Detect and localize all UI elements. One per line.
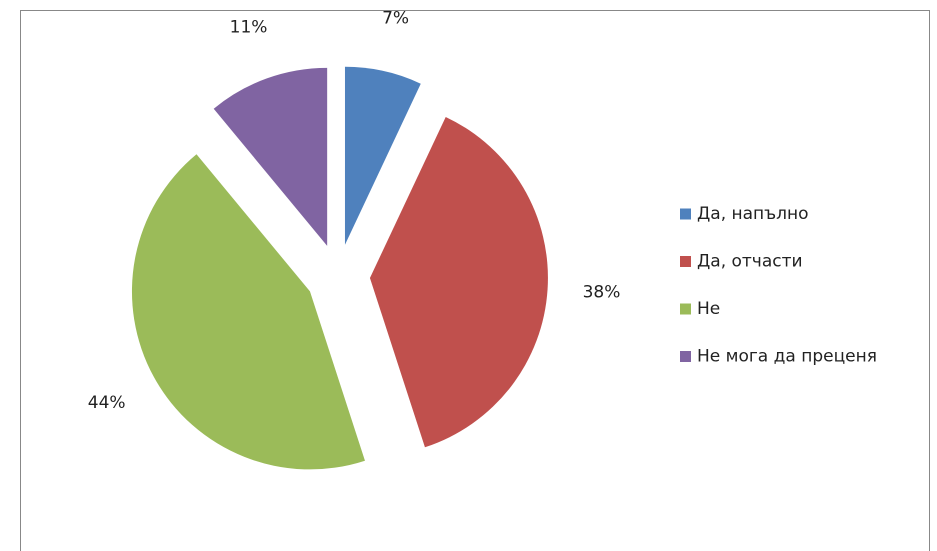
legend-label: Не мога да преценя [697,347,877,367]
legend-swatch [680,208,691,220]
legend-label: Да, напълно [697,204,809,224]
data-label: 7% [382,8,409,28]
data-label: 38% [583,283,621,303]
legend-label: Не [697,299,720,319]
data-label: 11% [230,18,268,38]
legend-swatch [680,256,691,267]
pie-slice [344,66,421,245]
legend-swatch [680,303,691,315]
pie-slice [213,67,328,246]
legend-label: Да, отчасти [697,252,803,272]
pie-slice [369,116,548,448]
data-label: 44% [88,393,126,413]
pie-slice [131,154,365,470]
legend-swatch [680,351,691,362]
